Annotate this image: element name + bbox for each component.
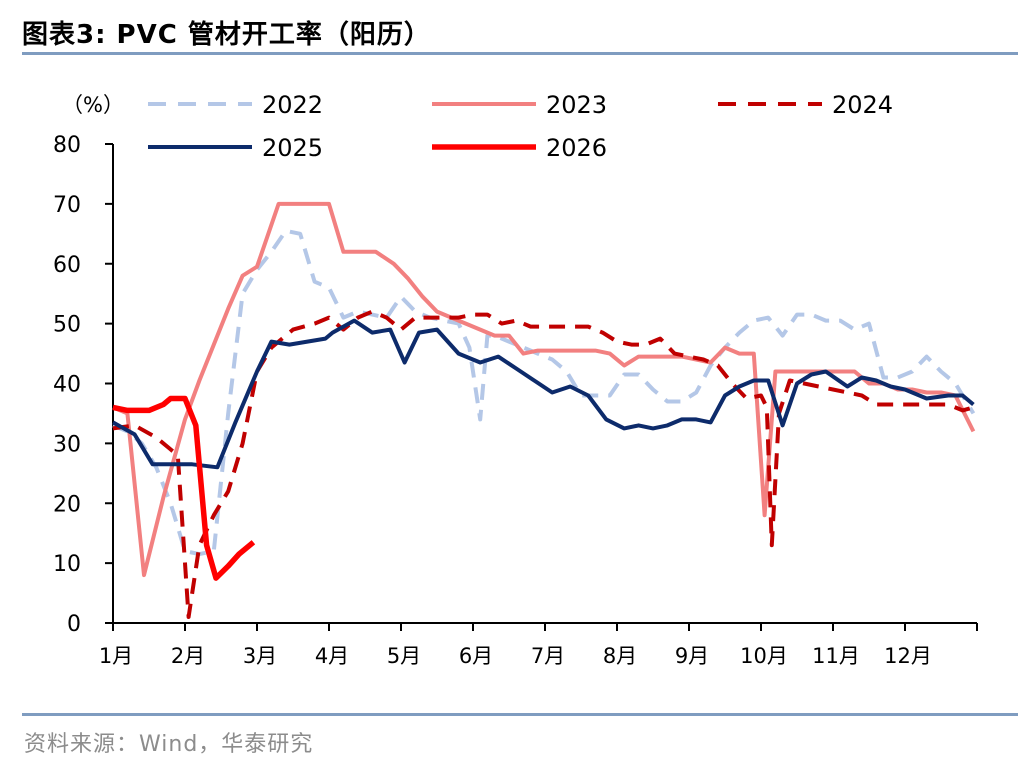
footer-divider	[22, 713, 1018, 716]
y-tick-label: 60	[53, 253, 81, 278]
x-tick-label: 2月	[171, 644, 205, 668]
legend-label-2026: 2026	[546, 134, 607, 162]
series-line-2024	[112, 309, 974, 619]
x-tick-label: 11月	[812, 644, 860, 668]
legend-label-2024: 2024	[832, 91, 893, 119]
x-tick-label: 5月	[387, 644, 421, 668]
y-tick-label: 0	[67, 612, 81, 637]
line-chart: 2022 2023 2024 2025 2026 （%） 0 10 20 30 40 50 60 70…	[53, 91, 978, 668]
legend-label-2025: 2025	[262, 134, 323, 162]
legend-label-2023: 2023	[546, 91, 607, 119]
x-tick-label: 10月	[740, 644, 788, 668]
series-line-2026	[112, 395, 256, 581]
x-tick-label: 1月	[99, 644, 133, 668]
legend-label-2022: 2022	[262, 91, 323, 119]
title-bar: 图表3: PVC 管材开工率（阳历）	[22, 10, 1018, 50]
y-axis-label: （%）	[62, 93, 124, 117]
y-tick-label: 70	[53, 193, 81, 218]
x-tick-label: 9月	[675, 644, 709, 668]
x-tick-label: 3月	[243, 644, 277, 668]
x-tick-label: 4月	[315, 644, 349, 668]
title-divider	[22, 52, 1018, 55]
chart-title: 图表3: PVC 管材开工率（阳历）	[22, 20, 431, 50]
x-axis: 1月 2月 3月 4月 5月 6月 7月 8月 9月 10月 11月 12月	[99, 622, 978, 668]
series-group	[112, 201, 976, 619]
y-tick-label: 40	[53, 373, 81, 398]
y-tick-label: 10	[53, 552, 81, 577]
series-line-2025	[112, 318, 975, 470]
x-tick-label: 6月	[459, 644, 493, 668]
x-tick-label: 8月	[603, 644, 637, 668]
source-note: 资料来源：Wind，华泰研究	[24, 732, 314, 757]
series-line-2023	[112, 201, 976, 578]
y-tick-label: 50	[53, 313, 81, 338]
y-tick-label: 30	[53, 432, 81, 457]
y-tick-label: 20	[53, 492, 81, 517]
y-tick-label: 80	[53, 133, 81, 158]
x-tick-label: 7月	[531, 644, 565, 668]
legend: 2022 2023 2024 2025 2026	[148, 91, 893, 162]
x-tick-label: 12月	[884, 644, 932, 668]
y-axis: 0 10 20 30 40 50 60 70 80	[53, 133, 114, 637]
